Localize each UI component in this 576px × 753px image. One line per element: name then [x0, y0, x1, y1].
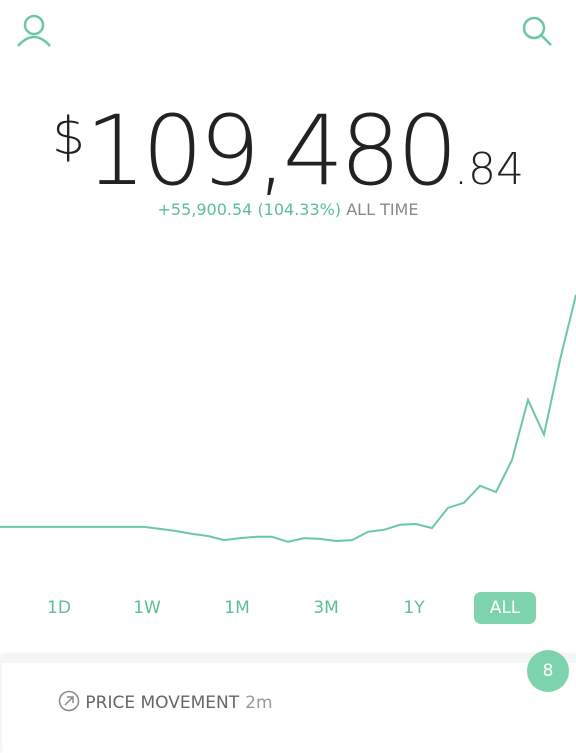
portfolio-line — [0, 294, 576, 543]
range-button[interactable]: 1M — [224, 598, 250, 618]
currency: $ — [51, 107, 86, 167]
range-button[interactable]: 1W — [133, 598, 161, 618]
range-button[interactable]: 1Y — [403, 598, 425, 618]
page: {"header": {"currency": "$", "whole": "1… — [0, 12, 576, 713]
search-icon[interactable] — [520, 14, 554, 48]
movement-icon — [58, 690, 80, 712]
range-button[interactable]: 3M — [313, 598, 339, 618]
chart — [0, 294, 576, 543]
account-icon[interactable] — [14, 12, 54, 48]
card-title: PRICE MOVEMENT — [85, 693, 240, 713]
range-button[interactable]: ALL — [474, 592, 536, 624]
value-whole: 109,480 — [85, 95, 458, 207]
badge: 8 — [527, 650, 569, 692]
screen: $109,480.84 +55,900.54 (104.33%) ALL TIM… — [0, 12, 576, 713]
portfolio-value: $109,480.84 — [0, 95, 576, 207]
card-time: 2m — [245, 693, 273, 713]
period: ALL TIME — [346, 200, 419, 219]
change-amount: +55,900.54 (104.33%) — [157, 200, 342, 219]
change: +55,900.54 (104.33%) ALL TIME — [0, 200, 576, 219]
card-title-row: PRICE MOVEMENT 2m — [58, 690, 273, 713]
value-cents: .84 — [454, 144, 525, 195]
range-button[interactable]: 1D — [47, 598, 71, 618]
range-selector: 1D 1W 1M 3M 1Y ALL — [0, 592, 576, 624]
